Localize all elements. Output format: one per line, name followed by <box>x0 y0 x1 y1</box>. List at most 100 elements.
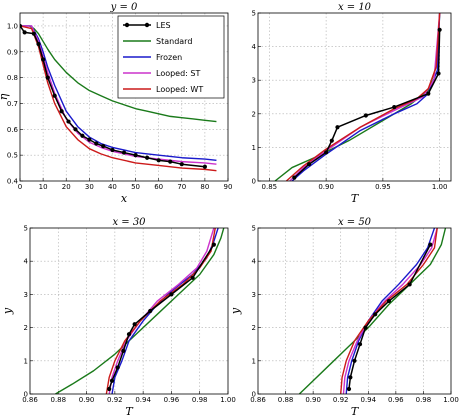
panel-3: 0.86 0.88 0.90 0.92 0.94 0.96 0.98 1.00 0 1 2 3 4 5 x … <box>1 217 236 417</box>
les-data-point <box>132 322 137 327</box>
les-data-point <box>87 137 92 142</box>
les-data-point <box>148 308 153 314</box>
les-data-point <box>363 325 368 330</box>
y-tick-label: 0.7 <box>7 100 18 108</box>
x-tick-label: 80 <box>200 183 209 191</box>
series-line-frozen <box>111 228 219 394</box>
x-axis-label: x <box>121 192 128 205</box>
y-tick-label: 3 <box>24 291 28 299</box>
y-axis-label: η <box>0 93 10 100</box>
x-tick-label: 90 <box>224 183 233 191</box>
series-line-les <box>108 244 215 390</box>
les-data-point <box>41 57 46 62</box>
y-tick-label: 3 <box>252 291 256 299</box>
y-tick-label: 2 <box>24 324 28 332</box>
panel-title: x = 50 <box>338 217 372 228</box>
y-axis-label: y <box>1 307 14 315</box>
les-data-point <box>329 138 334 143</box>
x-tick-label: 10 <box>39 183 48 191</box>
panel-4: 0.86 0.88 0.90 0.92 0.94 0.96 0.98 1.00 0 1 2 3 4 5 x … <box>229 217 459 417</box>
les-data-point <box>101 144 106 149</box>
panel-title: x = 30 <box>112 217 146 228</box>
series-line-looped-wt <box>340 228 438 394</box>
les-data-point <box>73 127 78 132</box>
series-group <box>298 228 447 394</box>
x-tick-label: 70 <box>177 183 186 191</box>
les-data-point <box>126 332 132 337</box>
les-data-point <box>428 242 433 247</box>
legend-label: Looped: WT <box>156 85 203 94</box>
y-tick-label: 2 <box>252 110 256 118</box>
x-axis-label: T <box>351 405 360 417</box>
les-data-point <box>352 358 357 363</box>
les-data-point <box>22 30 27 35</box>
series-line-les <box>20 25 205 168</box>
les-data-point <box>80 133 85 138</box>
les-data-point <box>373 312 378 317</box>
x-tick-label: 1.00 <box>432 183 448 191</box>
les-data-point <box>145 155 150 160</box>
les-data-point <box>346 386 352 392</box>
les-data-point <box>335 125 340 130</box>
les-data-point <box>211 242 216 247</box>
y-tick-label: 5 <box>24 225 28 233</box>
les-data-point <box>168 159 173 164</box>
x-tick-label: 1.00 <box>443 396 459 404</box>
les-data-point <box>357 342 363 347</box>
y-tick-label: 1 <box>24 357 28 365</box>
series-group <box>274 13 442 181</box>
y-tick-label: 0 <box>252 178 256 186</box>
les-data-point <box>324 150 329 155</box>
x-tick-label: 50 <box>131 183 140 191</box>
les-data-point <box>363 113 368 118</box>
les-data-point <box>156 158 161 163</box>
x-tick-label: 0.96 <box>164 396 180 404</box>
les-data-point <box>133 153 138 158</box>
y-axis-label: y <box>229 307 242 315</box>
les-data-point <box>348 375 353 380</box>
series-line-standard <box>20 25 217 123</box>
y-tick-label: 5 <box>252 10 256 18</box>
x-tick-label: 0.90 <box>79 396 95 404</box>
x-tick-label: 0 <box>18 183 22 191</box>
axes-frame <box>19 12 229 182</box>
les-data-point <box>94 141 99 146</box>
les-data-point <box>407 282 412 287</box>
les-data-point <box>169 292 174 297</box>
legend-label: LES <box>156 21 171 30</box>
y-tick-label: 3 <box>252 77 256 85</box>
y-tick-label: 1 <box>252 357 256 365</box>
panel-1: 0 10 20 30 40 50 60 70 80 90 0.4 0.5 0.6 0.7 0.8 0.9 1.0… <box>0 2 232 205</box>
x-tick-label: 0.92 <box>333 396 349 404</box>
x-tick-label: 0.98 <box>416 396 432 404</box>
x-axis-label: T <box>351 192 360 205</box>
les-data-point <box>386 298 392 304</box>
x-tick-label: 0.88 <box>50 396 66 404</box>
x-tick-label: 0.90 <box>318 183 334 191</box>
series-line-frozen <box>291 13 441 181</box>
y-tick-label: 4 <box>24 258 29 266</box>
x-tick-label: 0.90 <box>305 396 321 404</box>
panel-title: y = 0 <box>110 2 138 13</box>
y-tick-label: 0.9 <box>7 48 18 56</box>
les-data-point <box>110 147 115 153</box>
x-tick-label: 0.86 <box>22 396 38 404</box>
les-data-point <box>121 150 127 155</box>
x-tick-label: 1.00 <box>220 396 236 404</box>
y-tick-label: 0.4 <box>7 178 19 186</box>
les-data-point <box>107 386 112 392</box>
y-tick-label: 1.0 <box>7 22 18 30</box>
les-data-point <box>392 104 397 110</box>
les-data-point <box>45 75 50 80</box>
legend: LES Standard Frozen Looped: ST Looped: WT <box>117 15 225 99</box>
series-line-looped-wt <box>20 25 217 172</box>
x-tick-label: 0.94 <box>135 396 151 404</box>
les-data-point <box>20 23 23 29</box>
les-data-point <box>426 91 431 96</box>
les-data-point <box>179 162 184 167</box>
legend-marker <box>144 22 150 28</box>
series-line-les <box>348 244 431 390</box>
series-line-standard <box>274 13 441 181</box>
y-tick-label: 5 <box>252 225 256 233</box>
